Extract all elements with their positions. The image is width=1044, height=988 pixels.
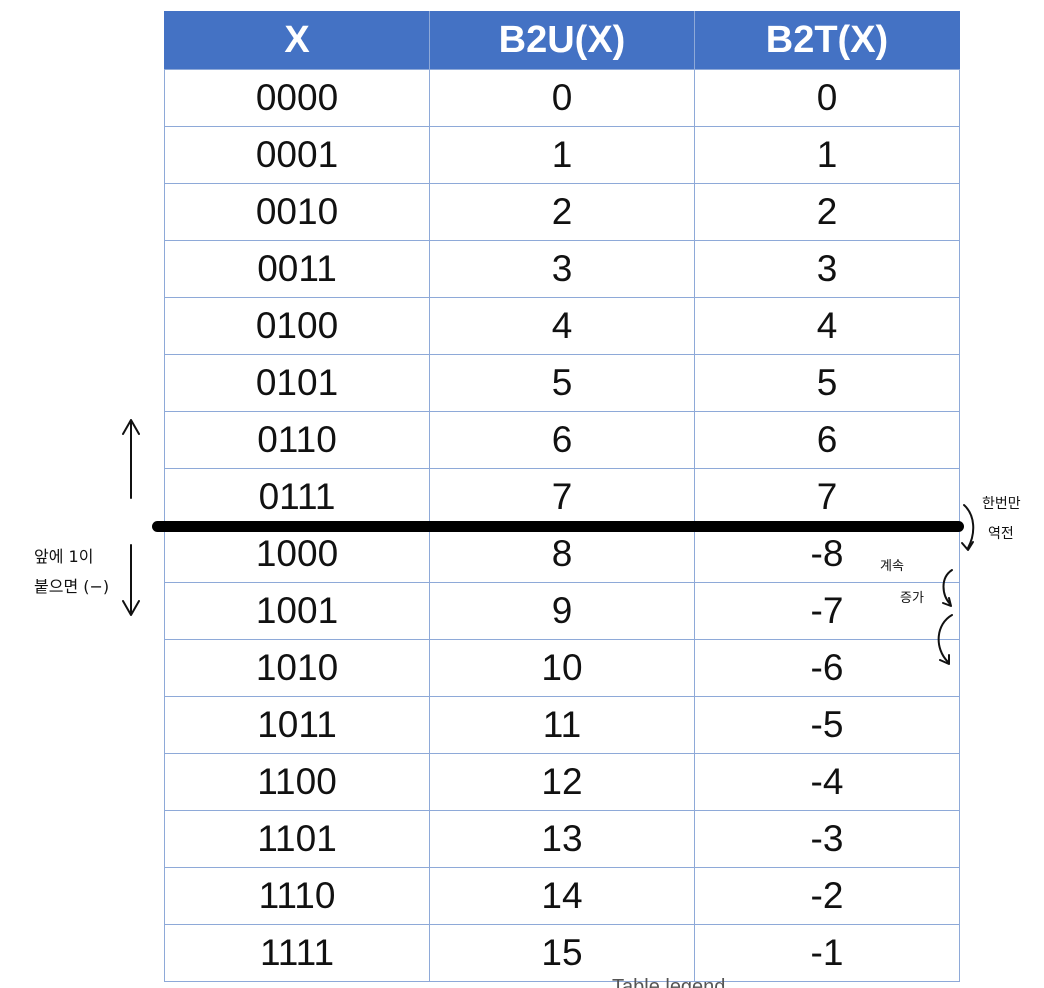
table-row: 0010 2 2 bbox=[164, 183, 960, 241]
cell-x: 0100 bbox=[164, 297, 430, 355]
cell-b2u: 7 bbox=[429, 468, 695, 526]
cell-b2t: -1 bbox=[694, 924, 960, 982]
cell-x: 0000 bbox=[164, 69, 430, 127]
cell-x: 0011 bbox=[164, 240, 430, 298]
left-note-line2: 붙으면 (−) bbox=[34, 577, 110, 596]
cell-b2u: 11 bbox=[429, 696, 695, 754]
cell-b2t: 5 bbox=[694, 354, 960, 412]
cell-b2t: -8 bbox=[694, 525, 960, 583]
cell-x: 0001 bbox=[164, 126, 430, 184]
cell-b2t: 4 bbox=[694, 297, 960, 355]
table-row: 1101 13 -3 bbox=[164, 810, 960, 868]
right-note2-line2: 증가 bbox=[900, 591, 924, 606]
cell-x: 1001 bbox=[164, 582, 430, 640]
cell-x: 1000 bbox=[164, 525, 430, 583]
table-header-row: X B2U(X) B2T(X) bbox=[164, 11, 960, 70]
cell-b2t: -4 bbox=[694, 753, 960, 811]
cell-b2t: 6 bbox=[694, 411, 960, 469]
table-row: 1010 10 -6 bbox=[164, 639, 960, 697]
table-row: 0111 7 7 bbox=[164, 468, 960, 526]
header-b2t: B2T(X) bbox=[694, 11, 960, 70]
up-arrow-icon bbox=[122, 419, 140, 499]
cell-b2u: 1 bbox=[429, 126, 695, 184]
cell-b2u: 5 bbox=[429, 354, 695, 412]
sign-boundary-line bbox=[152, 521, 964, 532]
cell-b2t: -6 bbox=[694, 639, 960, 697]
cell-x: 1101 bbox=[164, 810, 430, 868]
bottom-caption: Table legend bbox=[612, 976, 726, 988]
table-row: 1111 15 -1 bbox=[164, 924, 960, 982]
cell-b2u: 2 bbox=[429, 183, 695, 241]
header-b2u: B2U(X) bbox=[429, 11, 695, 70]
table-row: 1001 9 -7 bbox=[164, 582, 960, 640]
cell-x: 0101 bbox=[164, 354, 430, 412]
cell-b2u: 14 bbox=[429, 867, 695, 925]
table-body: 0000 0 0 0001 1 1 0010 2 2 0011 3 3 0100 4 4 0101 5 5 0110… bbox=[164, 69, 960, 982]
cell-x: 1011 bbox=[164, 696, 430, 754]
cell-b2t: -7 bbox=[694, 582, 960, 640]
table-row: 0110 6 6 bbox=[164, 411, 960, 469]
cell-b2t: 3 bbox=[694, 240, 960, 298]
table-row: 1110 14 -2 bbox=[164, 867, 960, 925]
bracket-icon bbox=[963, 504, 975, 549]
cell-b2u: 13 bbox=[429, 810, 695, 868]
cell-b2t: 7 bbox=[694, 468, 960, 526]
table-row: 0000 0 0 bbox=[164, 69, 960, 127]
right-note-line1: 한번만 bbox=[982, 496, 1021, 512]
cell-x: 1111 bbox=[164, 924, 430, 982]
cell-b2t: -3 bbox=[694, 810, 960, 868]
header-x: X bbox=[164, 11, 430, 70]
cell-x: 0010 bbox=[164, 183, 430, 241]
right-note2-line1: 계속 bbox=[880, 559, 904, 574]
down-arrow-icon bbox=[122, 544, 140, 616]
cell-b2u: 10 bbox=[429, 639, 695, 697]
cell-x: 1110 bbox=[164, 867, 430, 925]
table-row: 0101 5 5 bbox=[164, 354, 960, 412]
cell-x: 1100 bbox=[164, 753, 430, 811]
cell-b2t: 0 bbox=[694, 69, 960, 127]
cell-b2t: -2 bbox=[694, 867, 960, 925]
cell-b2u: 8 bbox=[429, 525, 695, 583]
table-row: 0011 3 3 bbox=[164, 240, 960, 298]
table-row: 1011 11 -5 bbox=[164, 696, 960, 754]
cell-b2t: 1 bbox=[694, 126, 960, 184]
cell-b2u: 3 bbox=[429, 240, 695, 298]
left-note-line1: 앞에 1이 bbox=[34, 547, 94, 566]
cell-b2u: 12 bbox=[429, 753, 695, 811]
table-row: 1000 8 -8 bbox=[164, 525, 960, 583]
cell-x: 1010 bbox=[164, 639, 430, 697]
binary-to-integer-table: X B2U(X) B2T(X) 0000 0 0 0001 1 1 0010 2 2 0011 3 3… bbox=[164, 11, 960, 982]
cell-b2u: 6 bbox=[429, 411, 695, 469]
cell-b2u: 9 bbox=[429, 582, 695, 640]
table-row: 1100 12 -4 bbox=[164, 753, 960, 811]
table-row: 0001 1 1 bbox=[164, 126, 960, 184]
cell-x: 0110 bbox=[164, 411, 430, 469]
right-note-line2: 역전 bbox=[988, 526, 1014, 542]
cell-x: 0111 bbox=[164, 468, 430, 526]
cell-b2u: 4 bbox=[429, 297, 695, 355]
cell-b2t: 2 bbox=[694, 183, 960, 241]
cell-b2t: -5 bbox=[694, 696, 960, 754]
cell-b2u: 0 bbox=[429, 69, 695, 127]
table-row: 0100 4 4 bbox=[164, 297, 960, 355]
cell-b2u: 15 bbox=[429, 924, 695, 982]
